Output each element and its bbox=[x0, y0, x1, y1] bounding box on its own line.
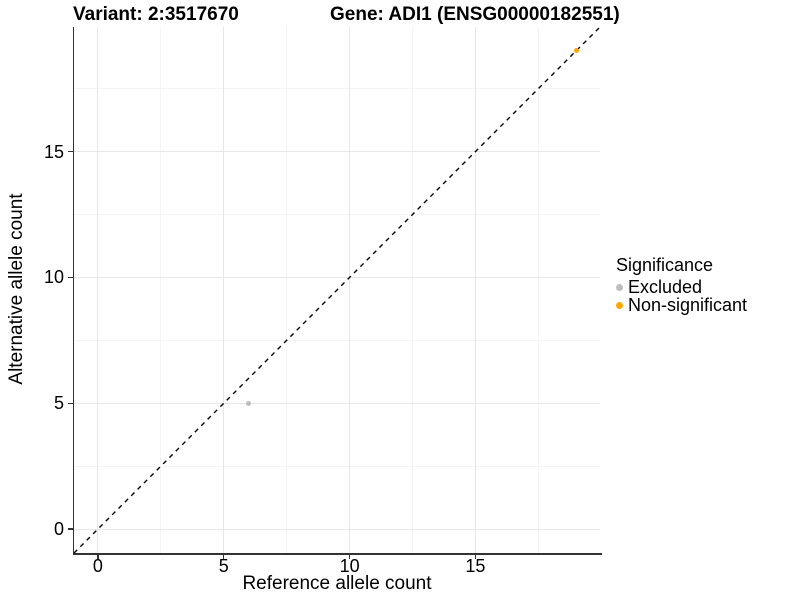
gridline-vertical-major bbox=[97, 27, 99, 553]
legend-item-excluded: Excluded bbox=[616, 278, 747, 296]
gridline-vertical-minor bbox=[286, 27, 288, 553]
x-axis-line bbox=[72, 553, 602, 555]
x-axis-tick bbox=[97, 554, 99, 559]
gridline-horizontal-major bbox=[74, 528, 600, 530]
y-axis-tick-label: 0 bbox=[53, 519, 64, 540]
identity-line bbox=[74, 27, 600, 553]
gridline-horizontal-minor bbox=[74, 465, 600, 467]
legend-item-non-significant: Non-significant bbox=[616, 296, 747, 314]
legend-items: Excluded Non-significant bbox=[616, 278, 747, 314]
x-axis-tick bbox=[474, 554, 477, 559]
data-point-non-significant bbox=[573, 48, 579, 54]
plot-panel bbox=[74, 27, 600, 553]
x-axis-title: Reference allele count bbox=[242, 573, 432, 594]
x-axis-tick-label: 0 bbox=[92, 556, 103, 576]
x-axis-tick bbox=[348, 554, 351, 559]
plot-title-gene: Gene: ADI1 (ENSG00000182551) bbox=[330, 4, 620, 25]
y-axis-tick bbox=[67, 276, 73, 279]
y-axis-tick-label: 5 bbox=[53, 393, 64, 414]
y-axis-tick bbox=[67, 402, 73, 404]
data-point-excluded bbox=[246, 400, 252, 406]
y-axis-line bbox=[72, 27, 74, 555]
legend-swatch-icon bbox=[616, 283, 623, 291]
legend-swatch-icon bbox=[616, 301, 623, 309]
x-axis-tick bbox=[222, 554, 225, 559]
plot-title-variant: Variant: 2:3517670 bbox=[73, 4, 239, 25]
y-axis-tick-label: 15 bbox=[43, 141, 64, 162]
gridline-horizontal-minor bbox=[74, 88, 600, 90]
x-axis-tick-label: 10 bbox=[339, 556, 360, 576]
gridline-vertical-minor bbox=[160, 27, 162, 553]
gridline-vertical-major bbox=[223, 27, 225, 553]
gridline-horizontal-major bbox=[74, 276, 600, 278]
legend-item-label: Non-significant bbox=[628, 295, 748, 315]
y-axis-tick-label: 10 bbox=[43, 267, 64, 288]
legend-title: Significance bbox=[616, 255, 714, 275]
gridline-vertical-major bbox=[474, 27, 476, 553]
gridline-vertical-minor bbox=[412, 27, 413, 553]
legend-item-label: Excluded bbox=[628, 277, 703, 297]
gridline-horizontal-major bbox=[74, 402, 600, 404]
gridline-vertical-minor bbox=[537, 27, 539, 553]
x-axis-tick-label: 15 bbox=[465, 556, 486, 576]
y-axis-tick bbox=[67, 528, 73, 530]
gridline-horizontal-minor bbox=[74, 213, 600, 215]
legend: Significance Excluded Non-significant bbox=[616, 255, 747, 314]
x-axis-tick-label: 5 bbox=[218, 556, 229, 576]
y-axis-tick bbox=[67, 150, 73, 153]
gridline-vertical-major bbox=[349, 27, 351, 553]
gridline-horizontal-major bbox=[74, 151, 600, 153]
y-axis-title: Alternative allele count bbox=[6, 193, 27, 385]
gridline-horizontal-minor bbox=[74, 339, 600, 341]
